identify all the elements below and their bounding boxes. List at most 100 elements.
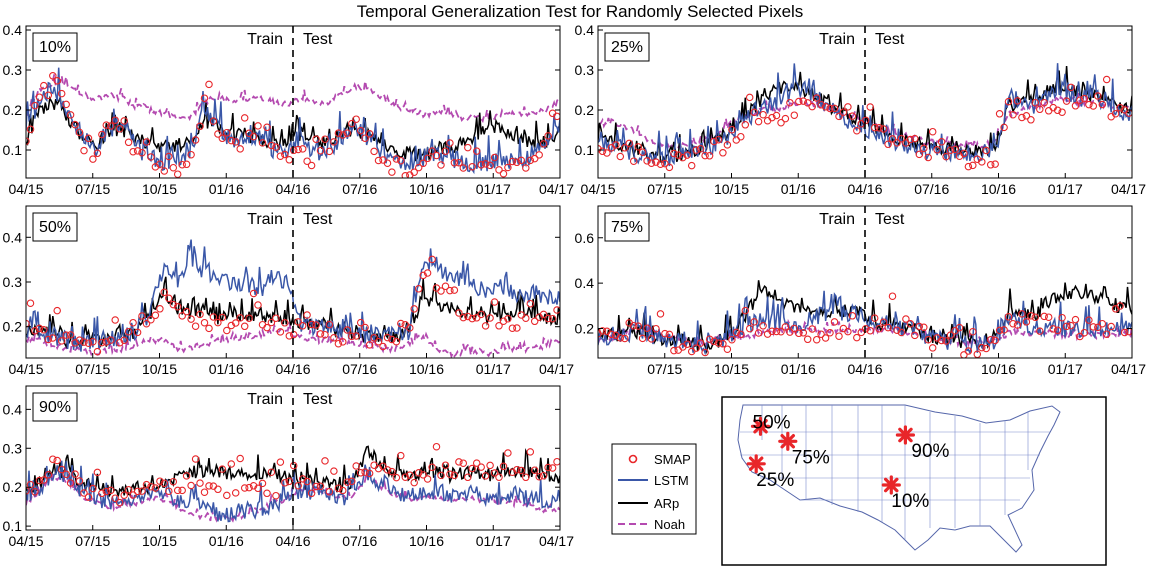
panel-5: Train Test 90% 0.1 0.2 0.3 0.4 04/15 07/15 10/15 0…: [3, 385, 574, 549]
smap-point: [504, 163, 512, 172]
smap-point: [339, 338, 347, 346]
smap-point: [231, 319, 240, 327]
map-marker-label: 90%: [911, 441, 949, 462]
smap-point: [621, 144, 629, 152]
smap-point: [263, 123, 271, 132]
smap-point: [1080, 94, 1089, 103]
smap-point: [370, 147, 378, 156]
smap-point: [1076, 96, 1084, 104]
smap-point: [133, 147, 142, 155]
x-tick-label: 10/16: [409, 533, 444, 549]
smap-point: [710, 337, 718, 346]
smap-point: [687, 161, 696, 170]
smap-point: [790, 324, 799, 333]
smap-point: [285, 332, 294, 340]
smap-point: [705, 335, 714, 343]
smap-point: [893, 139, 901, 147]
y-tick-label: 0.2: [575, 102, 595, 118]
smap-point: [165, 487, 173, 495]
smap-point: [383, 466, 392, 474]
smap-point: [464, 473, 472, 482]
smap-point: [1036, 105, 1044, 114]
smap-point: [1018, 310, 1026, 318]
smap-point: [607, 330, 616, 339]
smap-point: [652, 324, 660, 333]
smap-point: [481, 472, 490, 480]
smap-point: [661, 159, 669, 168]
x-tick-label: 07/15: [75, 181, 110, 197]
smap-point: [53, 306, 61, 315]
smap-point: [884, 140, 892, 149]
test-label: Test: [303, 391, 333, 408]
smap-point: [312, 135, 320, 143]
smap-point: [98, 489, 106, 498]
smap-point: [254, 301, 262, 309]
smap-point: [750, 318, 758, 326]
smap-point: [553, 306, 560, 314]
smap-point: [1044, 313, 1053, 321]
smap-point: [647, 335, 656, 343]
smap-point: [1089, 323, 1098, 331]
smap-point: [160, 288, 169, 297]
x-tick-label: 04/17: [539, 533, 574, 549]
x-tick-label: 01/17: [1048, 361, 1083, 377]
smap-point: [312, 321, 320, 329]
smap-point: [795, 329, 803, 338]
smap-point: [223, 326, 231, 335]
smap-point: [835, 332, 843, 340]
train-label: Train: [247, 391, 283, 408]
smap-point: [236, 145, 244, 153]
smap-point: [205, 482, 213, 490]
smap-point: [339, 131, 347, 139]
smap-point: [191, 322, 200, 330]
smap-point: [321, 135, 329, 143]
y-tick-label: 0.1: [3, 142, 23, 158]
smap-point: [647, 159, 656, 167]
smap-point: [1116, 103, 1124, 112]
smap-point: [432, 442, 441, 451]
smap-point: [638, 148, 647, 156]
smap-point: [978, 158, 986, 166]
smap-point: [147, 482, 155, 491]
smap-point: [1102, 330, 1111, 338]
smap-point: [120, 336, 128, 345]
train-label: Train: [247, 31, 283, 48]
smap-point: [361, 134, 369, 142]
smap-point: [661, 329, 669, 338]
smap-point: [853, 126, 861, 135]
smap-point: [419, 471, 427, 479]
smap-point: [768, 113, 776, 122]
smap-point: [875, 324, 883, 333]
smap-point: [138, 312, 146, 320]
smap-point: [115, 338, 124, 347]
smap-point: [982, 146, 990, 155]
smap-point: [848, 112, 857, 120]
smap-point: [40, 326, 48, 334]
smap-point: [1040, 312, 1048, 321]
smap-point: [786, 98, 794, 107]
smap-point: [272, 314, 280, 322]
smap-point: [888, 292, 897, 300]
smap-point: [790, 111, 799, 119]
x-tick-label: 04/16: [847, 181, 882, 197]
smap-point: [656, 310, 665, 318]
smap-point: [1102, 75, 1111, 84]
smap-point: [423, 269, 432, 277]
smap-point: [107, 486, 115, 495]
x-tick-label: 01/16: [781, 181, 816, 197]
smap-point: [49, 334, 57, 342]
smap-point: [728, 335, 736, 344]
x-tick-label: 07/16: [342, 361, 377, 377]
smap-point: [383, 159, 392, 167]
legend-arp-label: ARp: [654, 496, 679, 511]
smap-point: [450, 471, 459, 480]
smap-point: [160, 167, 169, 175]
x-tick-label: 01/17: [476, 533, 511, 549]
smap-point: [209, 117, 218, 125]
smap-point: [826, 328, 834, 337]
smap-point: [334, 339, 343, 348]
panel-1: Train Test 10% 0.1 0.2 0.3 0.4 04/15 07/15 10/15 0…: [3, 22, 575, 197]
smap-point: [196, 479, 204, 487]
smap-point: [267, 141, 276, 150]
smap-point: [26, 137, 30, 145]
